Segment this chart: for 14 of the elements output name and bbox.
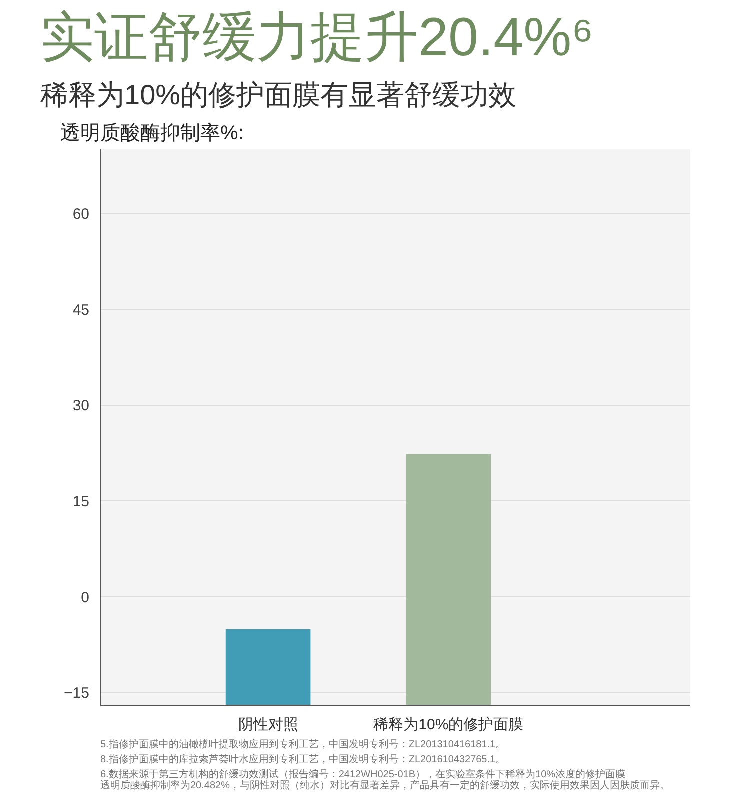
text: 6.数据来源于第三方机构的舒缓功效测试（报告编号：2412WH025-01B），在实验室条件下稀释为10%浓度的修护面膜透明质酸酶抑制率为20.482%，与阴性对照（纯水）对比有显著差异，产品具有一定的舒缓功效，实际使用效果因人因肤质而异。 <box>100 768 670 792</box>
y-tick-label: 60 <box>72 206 90 223</box>
y-tick-label: 30 <box>72 398 90 415</box>
y-tick-label: 45 <box>72 302 90 319</box>
x-tick-label: 阴性对照 <box>238 716 298 734</box>
text: 5.指修护面膜中的油橄榄叶提取物应用到专利工艺，中国发明专利号：ZL201310416181.1。 <box>100 738 506 750</box>
y-axis-title: 透明质酸酶抑制率%: <box>60 122 244 144</box>
y-tick-label: −15 <box>64 685 90 702</box>
text: 8.指修护面膜中的库拉索芦荟叶水应用到专利工艺，中国发明专利号：ZL201610432765.1。 <box>100 754 506 766</box>
x-tick-label: 稀释为10%的修护面膜 <box>374 716 524 734</box>
y-tick-label: 0 <box>81 589 90 606</box>
chart-title: 实证舒缓力提升20.4%⁶ <box>40 8 594 68</box>
y-tick-label: 15 <box>72 493 90 510</box>
chart-subtitle: 稀释为10%的修护面膜有显著舒缓功效 <box>40 80 517 110</box>
